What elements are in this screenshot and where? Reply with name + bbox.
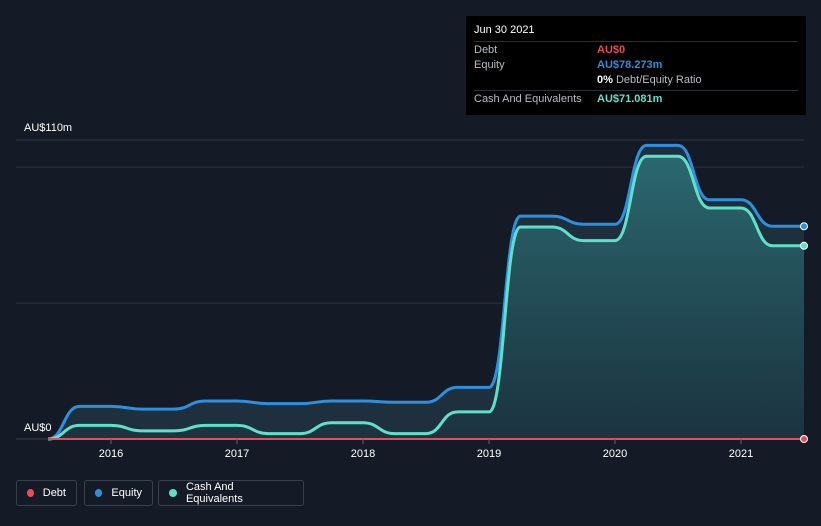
x-tick-label-2019: 2019 <box>477 448 501 460</box>
endpoint-debt[interactable] <box>800 435 808 443</box>
legend-debt-dot <box>27 489 34 497</box>
legend-equity-dot <box>95 489 103 497</box>
legend-equity[interactable]: Equity <box>84 480 153 506</box>
endpoint-cash[interactable] <box>800 241 808 250</box>
y-axis-max-label: AU$110m <box>24 122 73 134</box>
endpoint-equity[interactable] <box>800 222 808 231</box>
tooltip-debt-value: AU$0 <box>597 44 626 56</box>
tooltip-row-cash: Cash And Equivalents AU$71.081m <box>474 90 798 107</box>
tooltip-cash-value: AU$71.081m <box>597 93 663 105</box>
tooltip-equity-value: AU$78.273m <box>597 59 663 71</box>
legend-debt[interactable]: Debt <box>16 480 77 506</box>
cash-area <box>48 156 804 440</box>
tooltip-row-equity: Equity AU$78.273m <box>474 57 798 73</box>
tooltip-equity-label: Equity <box>474 59 505 71</box>
x-tick-label-2020: 2020 <box>603 448 627 460</box>
legend-cash-label: Cash And Equivalents <box>185 481 243 505</box>
y-axis-min-label: AU$0 <box>24 422 52 434</box>
tooltip-ratio-label: Debt/Equity Ratio <box>615 74 702 86</box>
tooltip-date: Jun 30 2021 <box>474 24 535 36</box>
legend-equity-label: Equity <box>111 487 142 499</box>
tooltip-ratio: 0% Debt/Equity Ratio <box>597 74 702 86</box>
legend-debt-label: Debt <box>42 487 66 499</box>
x-tick-label-2018: 2018 <box>351 448 375 460</box>
tooltip-cash-label: Cash And Equivalents <box>474 93 582 105</box>
x-tick-label-2017: 2017 <box>225 448 249 460</box>
x-tick-label-2021: 2021 <box>729 448 753 460</box>
legend-cash[interactable]: Cash And Equivalents <box>158 480 304 506</box>
tooltip-debt-label: Debt <box>474 44 498 56</box>
tooltip-ratio-value: 0% <box>597 74 613 86</box>
legend-cash-dot <box>169 489 177 497</box>
chart-tooltip: Jun 30 2021 Debt AU$0 Equity AU$78.273m … <box>466 16 806 115</box>
x-tick-label-2016: 2016 <box>99 448 123 460</box>
cash-line <box>47 154 804 441</box>
equity-line <box>47 143 804 441</box>
tooltip-row-debt: Debt AU$0 <box>474 41 798 58</box>
